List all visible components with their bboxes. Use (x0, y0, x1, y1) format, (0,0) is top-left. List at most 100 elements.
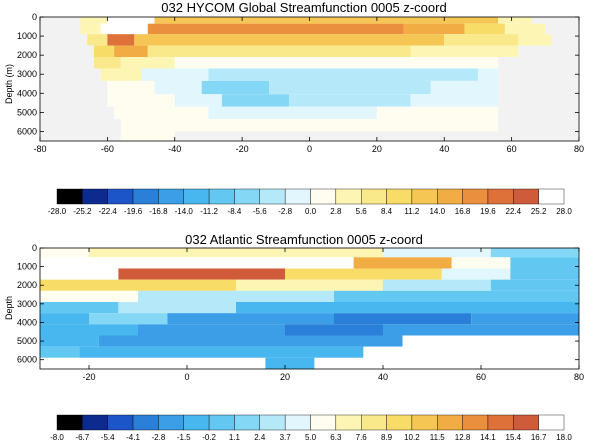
contour-band (107, 94, 175, 107)
colorbar-tick-label: 2.8 (330, 207, 342, 216)
contour-band (208, 68, 478, 81)
contour-band (114, 106, 209, 120)
colorbar-swatch (158, 414, 184, 431)
contour-band (114, 45, 148, 58)
contour-band (444, 34, 519, 46)
nodata-region (174, 131, 579, 141)
colorbar-tick-label: 5.0 (305, 433, 317, 442)
nodata-region (498, 94, 579, 107)
nodata-region (40, 45, 94, 58)
colorbar-tick-label: -2.8 (152, 433, 166, 442)
contour-band (87, 34, 108, 46)
atlantic-streamfunction-chart: 032 Atlantic Streamfunction 0005 z-coord… (4, 232, 584, 442)
nodata-region (40, 57, 94, 69)
contour-band (40, 324, 138, 336)
colorbar-tick-label: 5.6 (356, 207, 368, 216)
contour-band (147, 23, 404, 35)
nodata-region (531, 17, 579, 24)
x-tick-label: 20 (280, 372, 290, 382)
colorbar-swatch (259, 188, 286, 205)
colorbar-tick-label: -19.6 (124, 207, 143, 216)
colorbar-swatch (284, 414, 311, 431)
y-tick-label: 6000 (17, 126, 37, 136)
contour-band (490, 248, 579, 258)
colorbar-tick-label: 16.7 (531, 433, 547, 442)
colorbar-swatch (462, 414, 489, 431)
contour-band (93, 45, 115, 58)
colorbar-swatch (208, 188, 235, 205)
colorbar-swatch (538, 188, 565, 205)
atlantic-x-ticks: -20 0 20 40 60 80 (82, 248, 584, 382)
colorbar-tick-label: 2.4 (254, 433, 266, 442)
nodata-region (40, 68, 101, 81)
global-y-ticks: 0 1000 2000 3000 4000 5000 6000 (17, 12, 579, 136)
colorbar-swatch (82, 188, 108, 205)
x-tick-label: -80 (33, 144, 46, 154)
colorbar-tick-label: 0.0 (305, 207, 317, 216)
y-tick-label: 0 (32, 12, 37, 22)
global-plot-area (39, 16, 580, 142)
contour-band (518, 34, 553, 46)
nodata-region (402, 335, 579, 347)
colorbar-tick-label: 1.1 (229, 433, 241, 442)
nodata-region (40, 80, 108, 95)
colorbar-tick-label: 7.6 (356, 433, 368, 442)
colorbar-tick-label: -4.1 (126, 433, 140, 442)
contour-band (510, 257, 579, 269)
colorbar-swatch (361, 414, 387, 431)
contour-band (269, 80, 431, 95)
contour-band (107, 80, 155, 95)
colorbar-tick-label: 18.0 (556, 433, 572, 442)
x-tick-label: -20 (82, 372, 95, 382)
colorbar-tick-label: 10.2 (404, 433, 420, 442)
colorbar-swatch (259, 414, 286, 431)
contour-band (120, 119, 499, 132)
contour-band (174, 94, 222, 107)
colorbar-swatch (132, 188, 159, 205)
contour-band (118, 268, 286, 280)
colorbar-tick-label: -0.2 (202, 433, 216, 442)
nodata-region (40, 17, 81, 24)
contour-band (100, 68, 142, 81)
atlantic-y-axis-label: Depth (4, 296, 14, 320)
y-tick-label: 2000 (17, 50, 37, 60)
colorbar-swatch (513, 414, 539, 431)
contour-band (98, 335, 403, 347)
contour-band (403, 23, 465, 35)
contour-band (285, 324, 383, 336)
contour-band (147, 45, 411, 58)
nodata-region (314, 357, 579, 369)
colorbar-swatch (487, 188, 514, 205)
colorbar-tick-label: -28.0 (48, 207, 67, 216)
colorbar-swatch (386, 414, 413, 431)
contour-band (334, 290, 579, 302)
contour-band (471, 313, 579, 325)
x-tick-label: 40 (378, 372, 388, 382)
colorbar-tick-label: 25.2 (531, 207, 547, 216)
colorbar-tick-label: -11.2 (200, 207, 218, 216)
nodata-region (40, 23, 81, 35)
y-tick-label: 1000 (17, 262, 37, 272)
colorbar-swatch (310, 188, 337, 205)
y-tick-label: 6000 (17, 355, 37, 365)
contour-band (410, 45, 519, 58)
contour-band (120, 57, 175, 69)
contour-band (285, 268, 442, 280)
global-colorbar: -28.0 -25.2 -22.4 -19.6 -16.8 -14.0 -11.2 -8.4 -… (48, 188, 572, 216)
nodata-region (498, 119, 579, 132)
nodata-region (498, 68, 579, 81)
contour-band (383, 279, 491, 291)
contour-band (430, 80, 499, 95)
contour-band (40, 248, 89, 258)
nodata-region (498, 106, 579, 120)
colorbar-swatch (411, 188, 438, 205)
colorbar-swatch (310, 414, 337, 431)
contour-band (477, 68, 499, 81)
colorbar-swatch (234, 414, 260, 431)
colorbar-tick-label: -5.6 (253, 207, 267, 216)
contour-band (441, 268, 511, 280)
x-tick-label: 60 (476, 372, 486, 382)
y-tick-label: 5000 (17, 107, 37, 117)
colorbar-swatch (234, 188, 260, 205)
